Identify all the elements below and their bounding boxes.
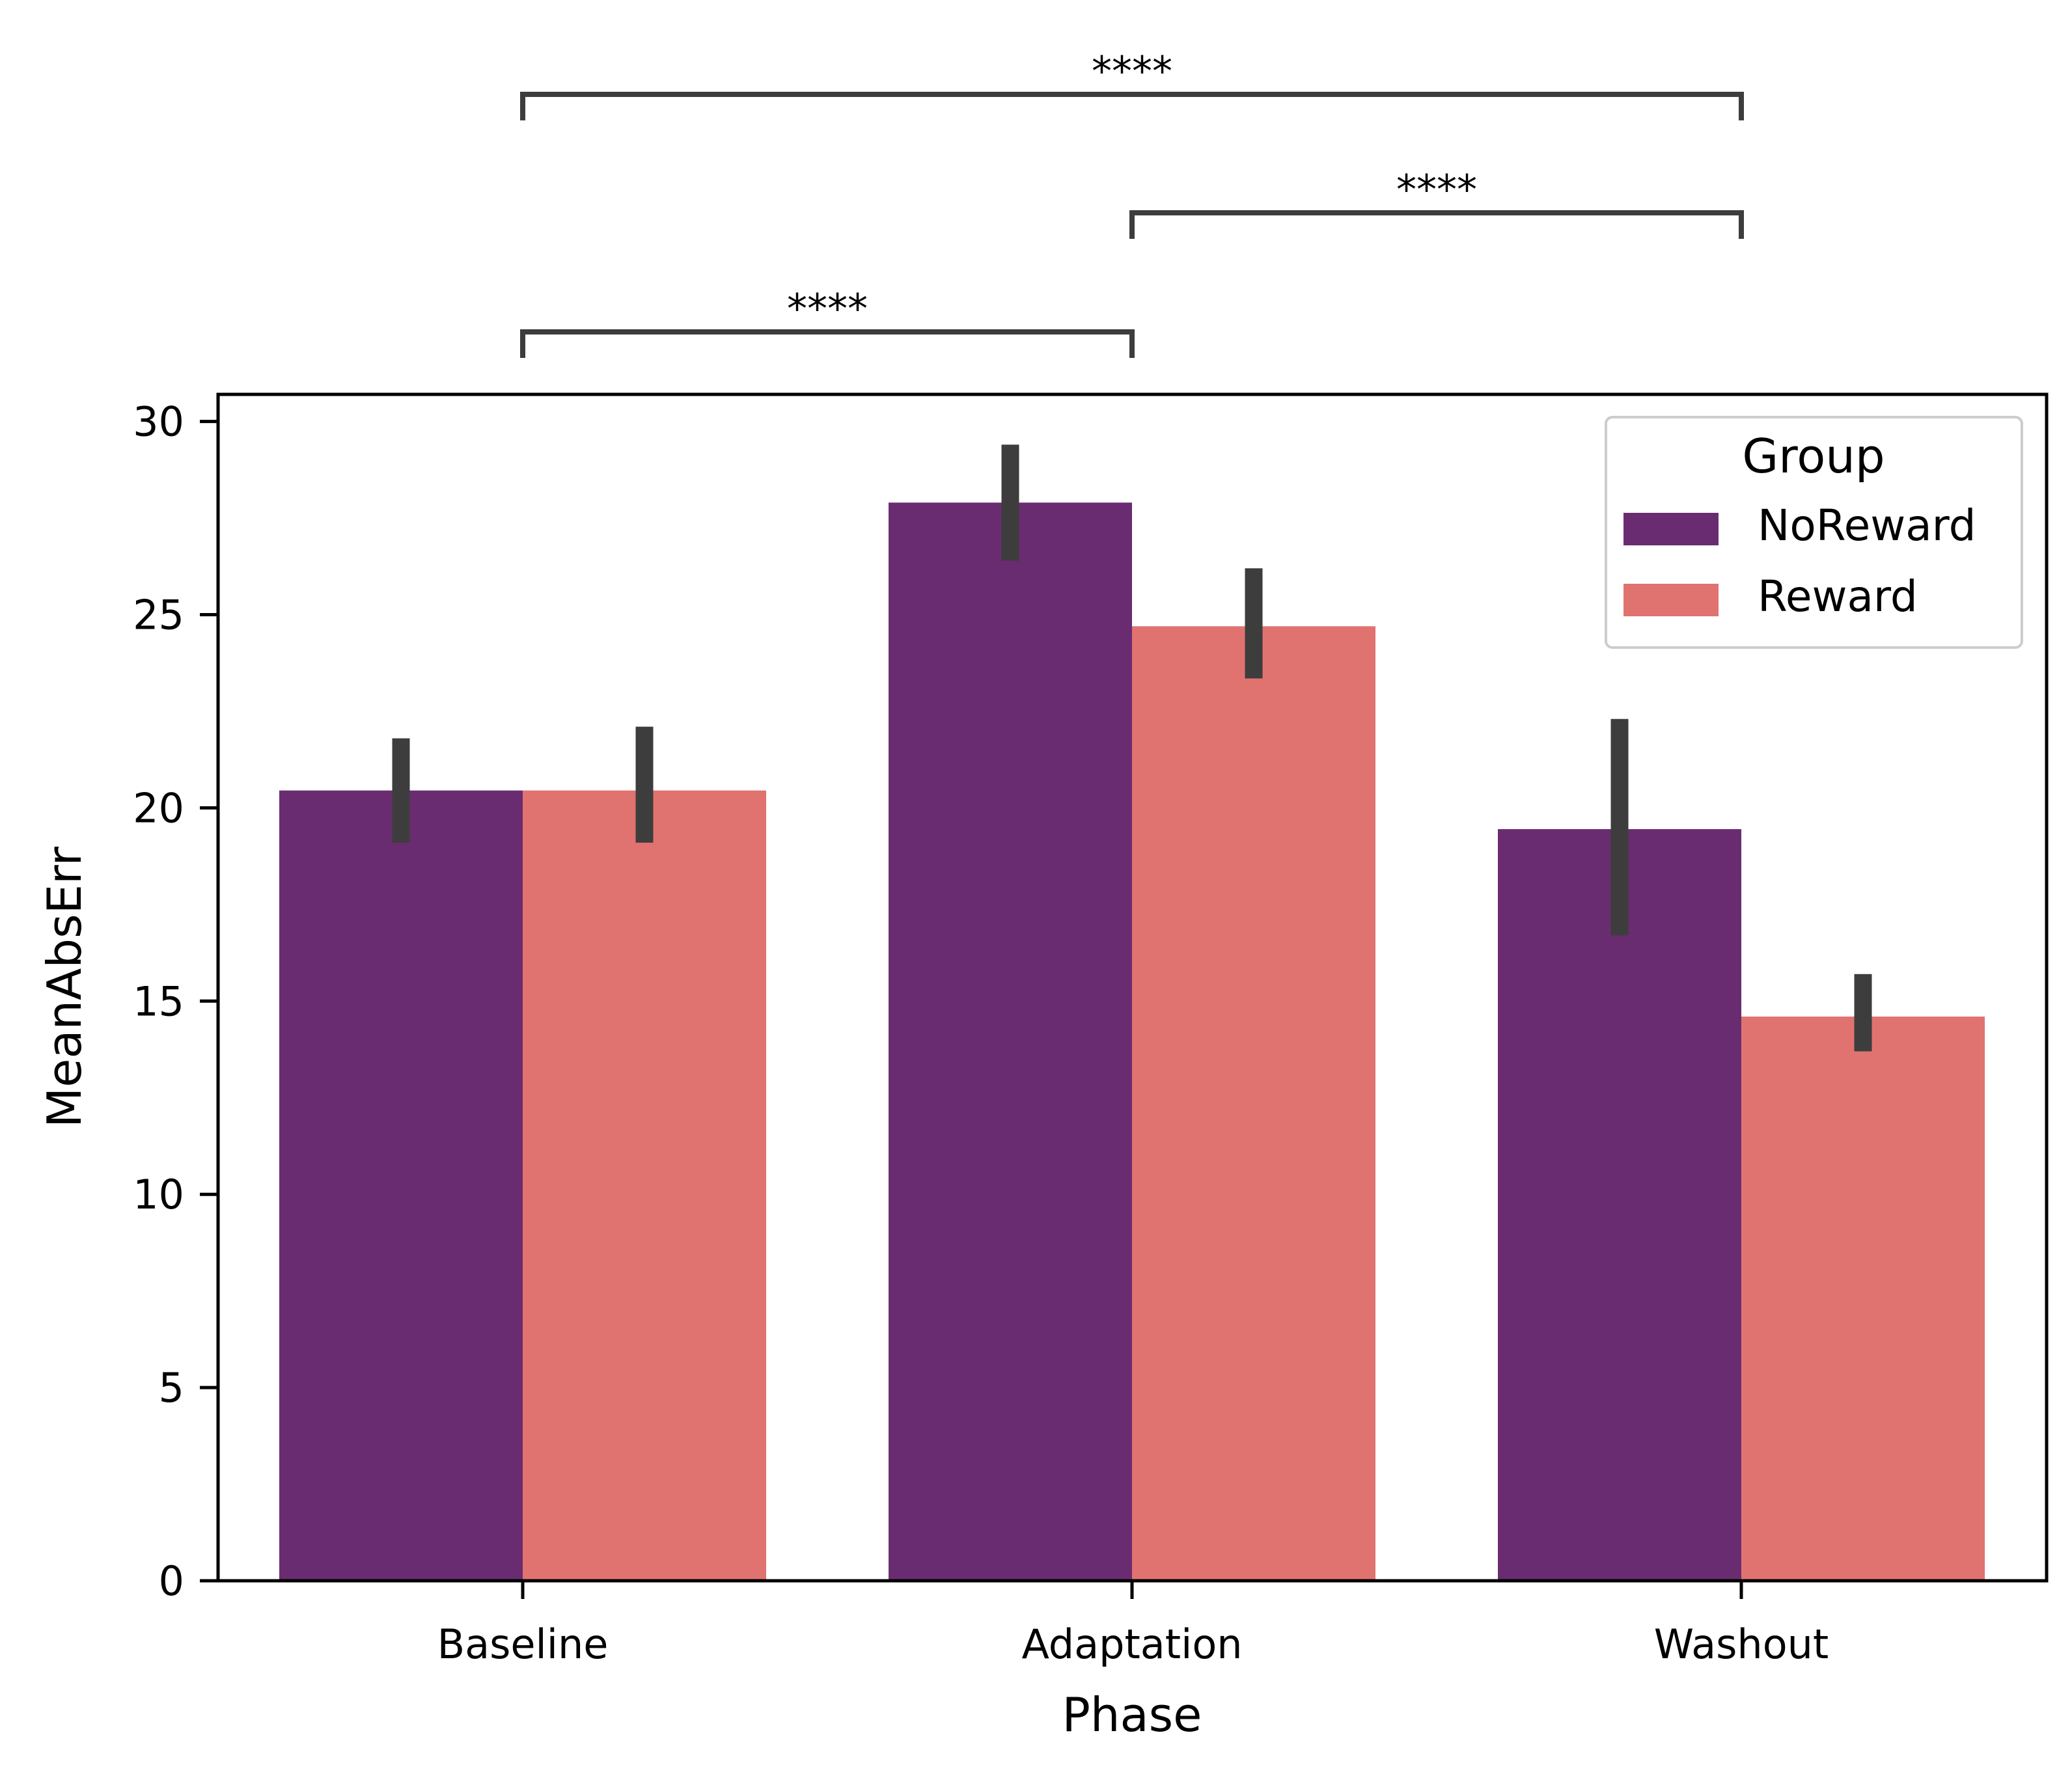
legend-swatch-noreward [1623,513,1719,545]
significance-label: **** [1092,48,1172,95]
legend-swatch-reward [1623,584,1719,616]
x-tick-label-adaptation: Adaptation [1021,1620,1242,1668]
bars-layer [279,502,1985,1581]
y-tick-label: 10 [133,1171,184,1218]
bar-noreward-adaptation [889,502,1132,1581]
y-axis: 0 5 10 15 20 25 30 [133,398,218,1605]
significance-bracket [520,329,1135,358]
bar-reward-washout [1741,1017,1985,1581]
significance-bracket [520,92,1744,120]
y-tick-label: 25 [133,591,184,638]
y-tick-label: 5 [159,1364,184,1412]
legend-entries: NoReward Reward [1623,500,1976,622]
y-tick-label: 20 [133,784,184,832]
y-axis-title: MeanAbsErr [37,847,92,1128]
legend-title: Group [1742,429,1885,484]
bar-noreward-baseline [279,790,523,1581]
y-tick-label: 0 [159,1557,184,1605]
x-tick-label-baseline: Baseline [437,1620,609,1668]
x-axis-title: Phase [1062,1687,1202,1742]
y-tick-label: 30 [133,398,184,446]
x-tick-label-washout: Washout [1654,1620,1829,1668]
significance-label: **** [787,285,868,333]
bar-reward-adaptation [1132,626,1375,1581]
y-tick-label: 15 [133,977,184,1025]
legend-label-reward: Reward [1758,571,1918,622]
x-axis: Baseline Adaptation Washout [437,1581,1829,1668]
legend-label-noreward: NoReward [1758,500,1976,551]
bar-noreward-washout [1498,829,1741,1581]
significance-bracket [1129,210,1744,239]
bar-reward-baseline [523,790,766,1581]
significance-annotations: **** **** **** [520,48,1744,358]
legend: Group NoReward Reward [1605,416,2023,649]
errorbars-layer [392,444,1872,1052]
significance-label: **** [1396,166,1477,213]
